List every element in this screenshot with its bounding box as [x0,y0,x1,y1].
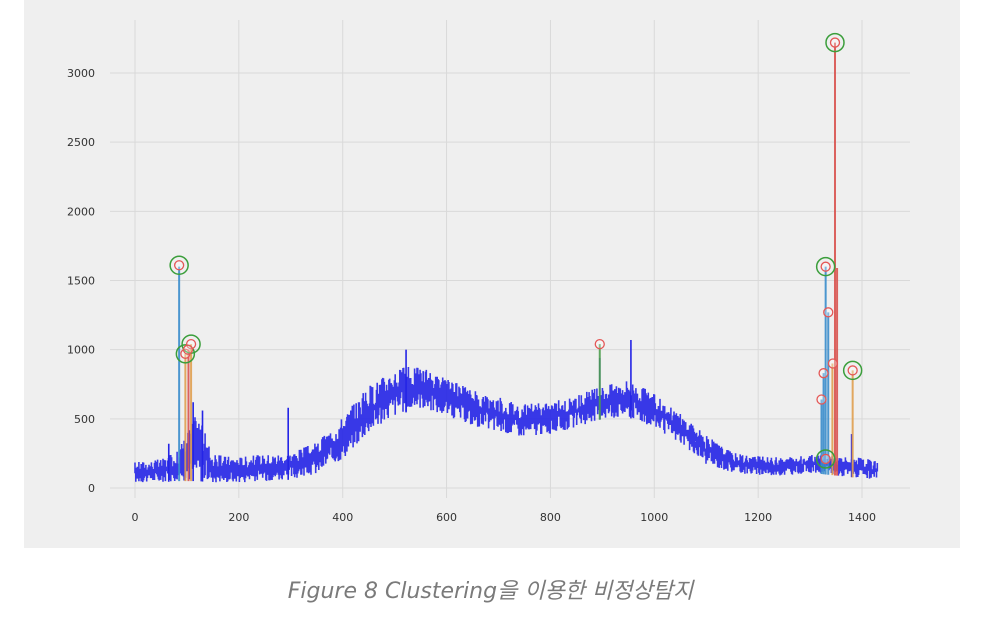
x-tick-label: 200 [228,511,249,524]
anomaly-inner-ring [823,307,834,318]
y-tick-label: 3000 [67,67,95,80]
y-tick-label: 1500 [67,275,95,288]
anomaly-inner-ring [594,338,605,350]
anomaly-inner-ring [847,365,858,376]
tick-labels: 0 200 400 600 800 1000 1200 1400 0 500 1000 1500 200… [67,67,876,524]
anomaly-inner-ring [820,453,831,465]
anomaly-outer-ring [175,344,196,364]
x-tick-label: 1400 [848,511,876,524]
anomaly-inner-ring [818,368,829,379]
anomaly-outer-ring [825,32,845,53]
anomaly-outer-ring [169,255,189,276]
anomaly-inner-ring [827,358,839,369]
x-tick-label: 600 [436,511,457,524]
anomaly-outer-ring [815,256,836,277]
anomaly-outer-ring [842,360,863,381]
x-tick-label: 1200 [744,511,772,524]
x-tick-label: 400 [332,511,353,524]
anomaly-markers [169,32,863,469]
y-tick-label: 2000 [67,205,95,218]
x-tick-label: 1000 [640,511,668,524]
y-tick-label: 2500 [67,136,95,149]
y-tick-label: 1000 [67,344,95,357]
anomaly-inner-ring [173,260,185,271]
anomaly-inner-ring [820,261,831,272]
anomaly-inner-ring [816,394,827,405]
anomaly-inner-ring [829,37,841,48]
figure-caption: Figure 8 Clustering을 이용한 비정상탐지 [287,579,694,604]
x-tick-label: 0 [132,511,139,524]
anomaly-outer-ring [815,449,836,469]
x-tick-label: 800 [540,511,561,524]
anomaly-inner-ring [185,338,197,350]
anomaly-inner-ring [182,344,194,355]
y-tick-label: 500 [74,413,95,426]
signal-series [134,339,879,483]
anomaly-spikes [178,42,854,482]
y-tick-label: 0 [88,482,95,495]
